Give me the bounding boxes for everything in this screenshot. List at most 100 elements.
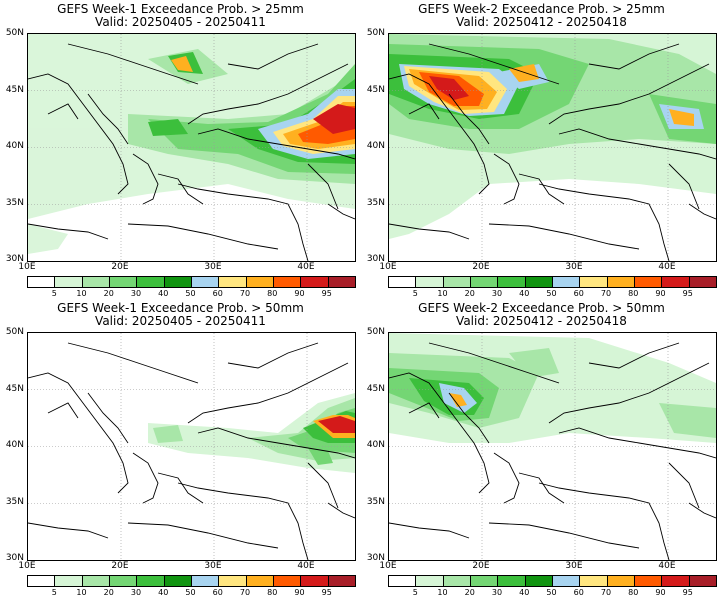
- lon-label: 40E: [658, 262, 676, 272]
- lat-label: 45N: [366, 85, 385, 95]
- colorbar-swatch: [328, 277, 355, 287]
- lon-label: 40E: [297, 561, 315, 571]
- lon-label: 30E: [204, 262, 222, 272]
- panel-valid-dates: Valid: 20250405 - 20250411: [95, 314, 266, 328]
- colorbar-swatch: [109, 277, 138, 287]
- colorbar-label: 60: [212, 289, 223, 298]
- colorbar-label: 70: [600, 588, 612, 597]
- colorbar-label: 10: [76, 289, 87, 298]
- colorbar-swatch: [246, 576, 274, 586]
- colorbar-swatch: [219, 576, 247, 586]
- lat-label: 45N: [5, 85, 24, 95]
- map-area: [388, 332, 717, 561]
- colorbar-label: 90: [294, 588, 305, 597]
- colorbar-swatch: [273, 576, 302, 586]
- colorbar-label: 10: [437, 289, 448, 298]
- colorbar-label: 40: [158, 588, 169, 597]
- colorbar-swatch: [580, 576, 608, 586]
- lon-label: 10E: [379, 561, 397, 571]
- colorbar-swatch: [443, 277, 471, 287]
- colorbar-swatch: [28, 277, 56, 287]
- colorbar-label: 20: [103, 289, 114, 298]
- map-svg: [28, 333, 355, 560]
- colorbar-label: 5: [412, 588, 418, 597]
- lat-label: 30N: [5, 254, 24, 264]
- colorbar-swatch: [498, 576, 526, 586]
- colorbar-label: 80: [628, 588, 639, 597]
- colorbar-label: 80: [267, 588, 278, 597]
- colorbar-swatch: [580, 277, 608, 287]
- panel-valid-dates: Valid: 20250412 - 20250418: [456, 15, 627, 29]
- panel-week1-25mm: GEFS Week-1 Exceedance Prob. > 25mm Vali…: [0, 0, 361, 299]
- lat-label: 35N: [5, 198, 24, 208]
- colorbar-label: 60: [573, 289, 584, 298]
- colorbar-label: 60: [573, 588, 584, 597]
- lat-label: 50N: [366, 327, 385, 337]
- colorbar-swatch: [82, 576, 110, 586]
- colorbar-swatch: [552, 576, 581, 586]
- colorbar-label: 5: [51, 588, 57, 597]
- lat-label: 40N: [5, 440, 24, 450]
- colorbar-label: 90: [294, 289, 305, 298]
- lat-label: 35N: [366, 497, 385, 507]
- lat-label: 30N: [366, 553, 385, 563]
- colorbar-label: 5: [51, 289, 57, 298]
- colorbar-swatch: [607, 576, 635, 586]
- lon-label: 30E: [565, 262, 583, 272]
- colorbar-swatch: [301, 277, 329, 287]
- panel-title: GEFS Week-2 Exceedance Prob. > 25mm: [418, 2, 665, 16]
- colorbar-swatch: [607, 277, 635, 287]
- map-area: [27, 332, 356, 561]
- lon-label: 20E: [111, 561, 129, 571]
- colorbar-label: 95: [682, 588, 693, 597]
- colorbar-swatch: [273, 277, 302, 287]
- colorbar-swatch: [246, 277, 274, 287]
- lon-label: 20E: [111, 262, 129, 272]
- colorbar-label: 70: [600, 289, 612, 298]
- lon-label: 20E: [472, 262, 490, 272]
- colorbar-swatch: [219, 277, 247, 287]
- map-svg: [28, 34, 355, 261]
- lon-label: 20E: [472, 561, 490, 571]
- colorbar-swatch: [328, 576, 355, 586]
- colorbar-swatch: [164, 576, 192, 586]
- lat-label: 50N: [366, 28, 385, 38]
- colorbar-swatch: [689, 576, 716, 586]
- map-svg: [389, 333, 716, 560]
- colorbar: [388, 276, 717, 288]
- colorbar-swatch: [82, 277, 110, 287]
- lat-label: 30N: [366, 254, 385, 264]
- colorbar-label: 95: [682, 289, 693, 298]
- panel-title: GEFS Week-1 Exceedance Prob. > 25mm: [57, 2, 304, 16]
- colorbar-label: 90: [655, 588, 666, 597]
- colorbar-label: 95: [321, 588, 332, 597]
- colorbar-swatch: [662, 576, 690, 586]
- colorbar-label: 30: [130, 588, 142, 597]
- lon-label: 30E: [204, 561, 222, 571]
- colorbar-label: 50: [185, 588, 196, 597]
- colorbar-label: 50: [546, 289, 557, 298]
- lat-label: 40N: [5, 141, 24, 151]
- colorbar-swatch: [525, 277, 553, 287]
- colorbar-swatch: [55, 576, 83, 586]
- colorbar-label: 70: [239, 289, 251, 298]
- lon-label: 10E: [379, 262, 397, 272]
- panel-valid-dates: Valid: 20250412 - 20250418: [456, 314, 627, 328]
- lat-label: 35N: [5, 497, 24, 507]
- colorbar-swatch: [137, 277, 165, 287]
- colorbar-label: 60: [212, 588, 223, 597]
- colorbar-swatch: [389, 576, 417, 586]
- colorbar-label: 30: [130, 289, 142, 298]
- colorbar-label: 90: [655, 289, 666, 298]
- colorbar-label: 10: [76, 588, 87, 597]
- colorbar-swatch: [498, 277, 526, 287]
- lat-label: 50N: [5, 28, 24, 38]
- colorbar-swatch: [634, 576, 663, 586]
- colorbar-label: 30: [491, 289, 503, 298]
- lat-label: 30N: [5, 553, 24, 563]
- colorbar-swatch: [416, 277, 444, 287]
- colorbar-label: 40: [158, 289, 169, 298]
- colorbar-swatch: [689, 277, 716, 287]
- panel-valid-dates: Valid: 20250405 - 20250411: [95, 15, 266, 29]
- colorbar-label: 40: [519, 588, 530, 597]
